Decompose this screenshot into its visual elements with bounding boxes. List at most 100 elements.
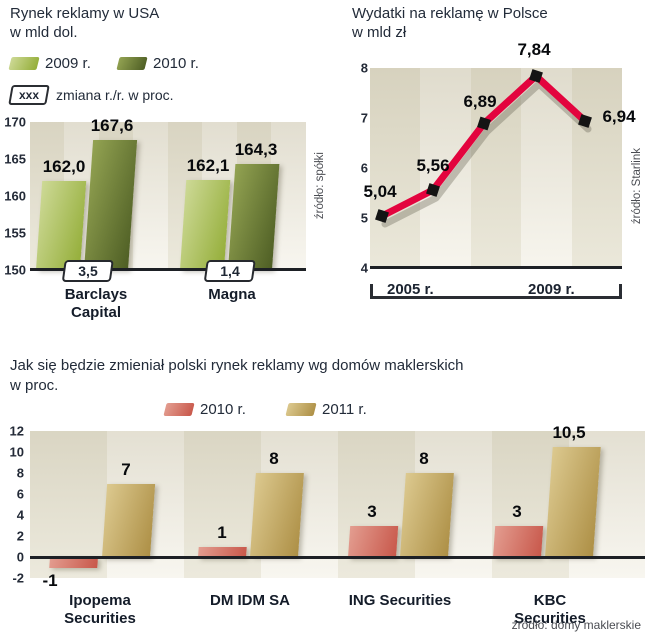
legend-item-2010: 2010 r. <box>163 401 246 418</box>
bar-ing-securities-2011-r <box>400 473 454 557</box>
poland-baseline <box>370 266 622 269</box>
change-box-magna: 1,4 <box>203 260 257 282</box>
bar-barclays-capital-2010-r <box>84 139 138 270</box>
note-tag-box: xxx <box>8 85 50 105</box>
change-value-magna: 1,4 <box>220 263 240 279</box>
forecast-y-axis: 12 10 8 6 4 2 0 -2 <box>0 424 24 586</box>
y-axis-tick-label: 2 <box>16 528 24 544</box>
chart-poland-ad-spend: Wydatki na reklamę w Polsce w mld zł 8 7 6… <box>340 0 651 345</box>
legend-label-2010: 2010 r. <box>153 55 199 72</box>
category-label-ing: ING Securities <box>348 592 452 609</box>
y-axis-tick-label: 5 <box>360 210 368 226</box>
bar-value-label: 8 <box>419 449 429 468</box>
legend-item-2009: 2009 r. <box>8 55 91 72</box>
chart-usa-ad-market: Rynek reklamy w USA w mld dol. 2009 r. 2… <box>0 0 340 345</box>
x-axis-bracket: 2005 r. 2009 r. <box>370 281 622 299</box>
legend-label-2011: 2011 r. <box>322 401 367 418</box>
note-text: zmiana r./r. w proc. <box>56 87 174 103</box>
bar-value-label: 164,3 <box>234 140 278 160</box>
bar-kbc-securities-2010-r <box>493 525 544 557</box>
bar-value-label: 8 <box>269 449 279 468</box>
bar-kbc-securities-2011-r <box>545 446 601 557</box>
y-axis-tick-label: 165 <box>4 151 26 167</box>
legend-swatch-2010 <box>116 57 148 70</box>
change-value-barclays: 3,5 <box>78 263 98 279</box>
bar-value-label: -1 <box>42 570 58 590</box>
y-axis-tick-label: 12 <box>9 423 24 439</box>
y-axis-tick-label: 8 <box>16 465 24 481</box>
bar-dm-idm-sa-2011-r <box>250 473 304 557</box>
category-label-kbc: KBC Securities <box>514 592 586 627</box>
chart-subtitle: w mld dol. <box>10 24 78 41</box>
legend-item-2011: 2011 r. <box>285 401 367 418</box>
legend-item-2010: 2010 r. <box>116 55 199 72</box>
bar-value-label: 162,1 <box>186 156 230 176</box>
y-axis-tick-label: 4 <box>16 507 24 523</box>
y-axis-tick-label: 155 <box>4 225 26 241</box>
y-axis-tick-label: 0 <box>16 549 24 565</box>
change-note: xxx zmiana r./r. w proc. <box>8 85 174 105</box>
y-axis-tick-label: -2 <box>12 570 24 586</box>
y-axis-tick-label: 170 <box>4 114 26 130</box>
data-point-marker-2007 <box>477 116 491 131</box>
y-axis-tick-label: 150 <box>4 262 26 278</box>
line-shadow <box>381 80 592 228</box>
bar-ipopema-securities-2011-r <box>102 483 156 557</box>
legend-label-2010: 2010 r. <box>200 401 246 418</box>
bar-magna-2010-r <box>228 164 280 270</box>
note-tag-text: xxx <box>19 88 40 102</box>
bar-value-label: 1 <box>217 522 227 542</box>
y-axis-tick-label: 7 <box>360 110 368 126</box>
bar-value-label: 167,6 <box>90 115 134 135</box>
x-axis-label-2005: 2005 r. <box>387 281 434 298</box>
y-axis-tick-label: 4 <box>360 260 368 276</box>
bar-value-label: 3 <box>367 501 377 521</box>
category-label-barclays: Barclays Capital <box>64 286 128 321</box>
chart-title: Wydatki na reklamę w Polsce <box>352 5 548 22</box>
chart-subtitle: w mld zł <box>352 24 407 41</box>
bar-value-label: 7 <box>121 459 131 479</box>
forecast-plot-area: -1 1 3 3 7 8 8 10,5 <box>30 423 645 590</box>
y-axis-tick-label: 6 <box>16 486 24 502</box>
legend-swatch-2009 <box>8 57 40 70</box>
y-axis-tick-label: 6 <box>360 160 368 176</box>
bar-barclays-capital-2009-r <box>36 181 87 270</box>
source-note-forecast: źródło: domy maklerskie <box>511 618 641 632</box>
chart-title: Rynek reklamy w USA <box>10 5 160 22</box>
y-axis-tick-label: 10 <box>9 444 24 460</box>
y-axis-tick-label: 8 <box>360 60 368 76</box>
category-label-magna: Magna <box>208 286 256 303</box>
chart-broker-forecast: Jak się będzie zmieniał polski rynek rek… <box>0 345 651 640</box>
bar-magna-2009-r <box>180 180 231 270</box>
legend-swatch-2010 <box>163 403 195 416</box>
source-note-poland: źródło: Starlink <box>631 148 643 225</box>
bar-ing-securities-2010-r <box>348 525 399 557</box>
legend-label-2009: 2009 r. <box>45 55 91 72</box>
point-value-label: 6,94 <box>602 107 636 126</box>
point-value-label: 5,56 <box>416 156 450 175</box>
category-label-dm-idm: DM IDM SA <box>210 592 290 609</box>
usa-baseline <box>30 268 306 271</box>
point-value-label: 6,89 <box>463 91 497 111</box>
usa-plot-area: 162,0 162,1 167,6 164,3 <box>30 116 306 271</box>
zero-line <box>30 556 645 559</box>
bar-value-label: 162,0 <box>42 157 86 177</box>
y-axis-tick-label: 160 <box>4 188 26 204</box>
bar-value-label: 10,5 <box>552 422 586 442</box>
bar-value-label: 3 <box>512 501 522 521</box>
data-point-marker-2006 <box>426 183 440 197</box>
category-label-ipopema: Ipopema Securities <box>64 592 136 627</box>
data-point-marker-2005 <box>375 209 389 223</box>
legend-swatch-2011 <box>285 403 317 416</box>
usa-y-axis: 170 165 160 155 150 <box>0 115 26 278</box>
source-note-usa: źródło: spółki <box>314 152 326 220</box>
change-box-barclays: 3,5 <box>61 260 115 282</box>
x-axis-label-2009: 2009 r. <box>528 281 575 298</box>
point-value-label: 7,84 <box>517 40 551 59</box>
poland-plot-area: 5,04 5,56 6,89 7,84 6,94 <box>363 40 636 269</box>
data-point-marker-2008 <box>529 69 543 83</box>
point-value-label: 5,04 <box>363 182 397 201</box>
poland-y-axis: 8 7 6 5 4 <box>346 61 368 276</box>
data-point-marker-2009 <box>578 114 592 128</box>
